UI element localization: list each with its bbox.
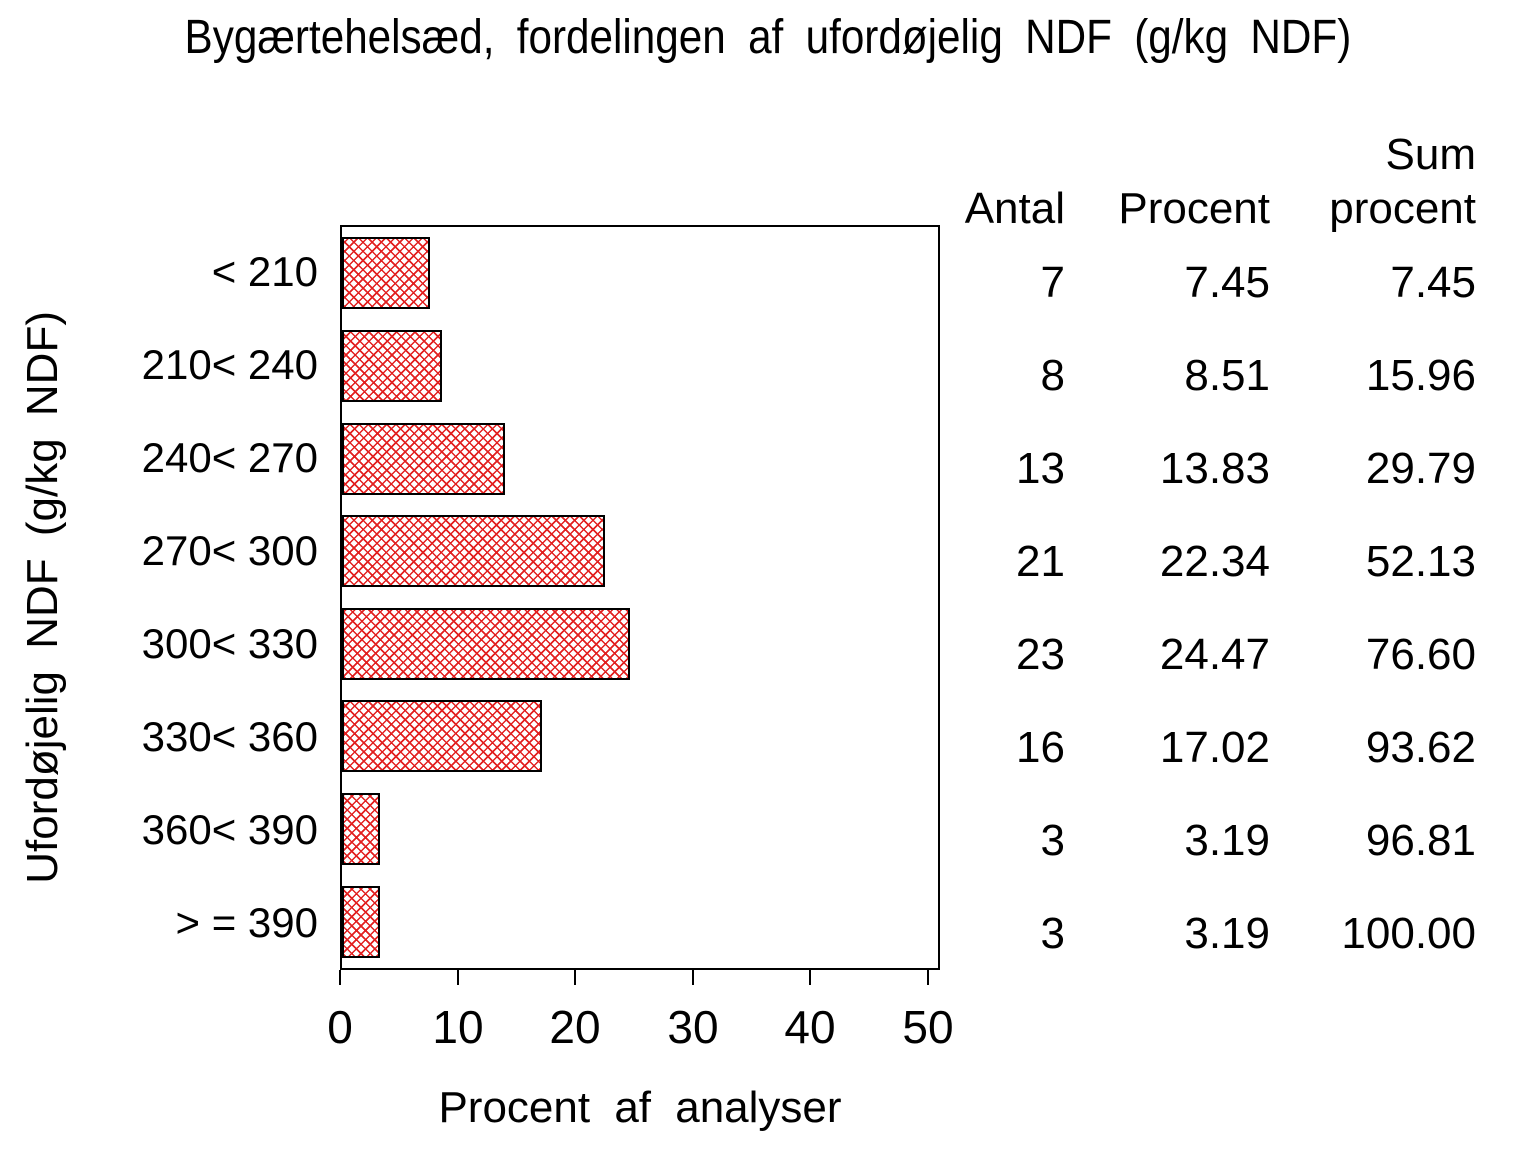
y-axis-category-labels: < 210 210< 240 240< 270 270< 300 300< 33… — [0, 225, 318, 970]
bar — [342, 237, 430, 310]
sum-value: 100.00 — [1341, 909, 1476, 959]
bar-slot — [342, 598, 938, 691]
x-axis-tick — [692, 970, 694, 985]
category-label: > = 390 — [175, 899, 318, 947]
table-row: 16 17.02 93.62 — [945, 702, 1476, 795]
category-label: 330< 360 — [141, 713, 318, 761]
category-label: 270< 300 — [141, 526, 318, 574]
procent-value: 24.47 — [1159, 630, 1270, 680]
sum-value: 52.13 — [1365, 536, 1476, 586]
table-header-sum-line2: procent — [1329, 184, 1476, 233]
table-header-sum-line1: Sum — [1385, 130, 1476, 179]
procent-value: 8.51 — [1184, 350, 1270, 400]
x-axis-tick-label: 10 — [432, 1001, 484, 1053]
sum-value: 96.81 — [1365, 816, 1476, 866]
sum-value: 93.62 — [1365, 723, 1476, 773]
table-header: Sum Antal Procent procent — [945, 126, 1476, 234]
bar-slot — [342, 505, 938, 598]
bar-slot — [342, 412, 938, 505]
table-header-row-2: Antal Procent procent — [945, 180, 1476, 234]
plot-area — [340, 225, 940, 970]
antal-value: 8 — [1040, 350, 1065, 400]
procent-value: 22.34 — [1159, 536, 1270, 586]
table-header-procent: Procent — [1118, 184, 1270, 233]
antal-value: 13 — [1016, 443, 1065, 493]
category-label: < 210 — [211, 247, 318, 295]
table-body: 7 7.45 7.45 8 8.51 15.96 13 13.83 29.79 … — [945, 236, 1476, 981]
procent-value: 3.19 — [1184, 816, 1270, 866]
x-axis-tick — [339, 970, 341, 985]
table-row: 13 13.83 29.79 — [945, 422, 1476, 515]
bar-slot — [342, 227, 938, 320]
bar — [342, 700, 543, 773]
sum-value: 7.45 — [1390, 257, 1476, 307]
x-axis-tick — [574, 970, 576, 985]
category-label: 360< 390 — [141, 806, 318, 854]
x-axis-tick-label: 30 — [667, 1001, 719, 1053]
antal-value: 23 — [1016, 630, 1065, 680]
procent-value: 13.83 — [1159, 443, 1270, 493]
x-axis-tick-label: 0 — [327, 1001, 353, 1053]
x-axis-tick — [809, 970, 811, 985]
sum-value: 29.79 — [1365, 443, 1476, 493]
antal-value: 16 — [1016, 723, 1065, 773]
x-axis-tick-label: 50 — [902, 1001, 954, 1053]
antal-value: 7 — [1040, 257, 1065, 307]
bar — [342, 793, 380, 866]
sum-value: 15.96 — [1365, 350, 1476, 400]
sum-value: 76.60 — [1365, 630, 1476, 680]
category-label: 300< 330 — [141, 620, 318, 668]
antal-value: 3 — [1040, 816, 1065, 866]
bar — [342, 515, 605, 588]
x-axis-tick — [457, 970, 459, 985]
procent-value: 17.02 — [1159, 723, 1270, 773]
table-row: 7 7.45 7.45 — [945, 236, 1476, 329]
category-label: 240< 270 — [141, 433, 318, 481]
bar-slot — [342, 783, 938, 876]
table-row: 8 8.51 15.96 — [945, 329, 1476, 422]
table-row: 3 3.19 100.00 — [945, 888, 1476, 981]
category-label: 210< 240 — [141, 340, 318, 388]
table-header-antal: Antal — [964, 184, 1065, 233]
table-row: 3 3.19 96.81 — [945, 795, 1476, 888]
bar — [342, 329, 443, 402]
antal-value: 3 — [1040, 909, 1065, 959]
chart-title: Bygærtehelsæd, fordelingen af ufordøjeli… — [0, 10, 1536, 65]
table-header-row-1: Sum — [945, 126, 1476, 180]
chart-title-text: Bygærtehelsæd, fordelingen af ufordøjeli… — [184, 11, 1352, 64]
procent-value: 3.19 — [1184, 909, 1270, 959]
antal-value: 21 — [1016, 536, 1065, 586]
bar-slot — [342, 875, 938, 968]
bar — [342, 422, 505, 495]
x-axis-tick-label: 20 — [549, 1001, 601, 1053]
bar-slot — [342, 690, 938, 783]
x-axis-tick — [927, 970, 929, 985]
bar — [342, 885, 380, 958]
table-row: 21 22.34 52.13 — [945, 515, 1476, 608]
bar-slot — [342, 320, 938, 413]
bar — [342, 607, 630, 680]
table-row: 23 24.47 76.60 — [945, 609, 1476, 702]
x-axis-tick-label: 40 — [784, 1001, 836, 1053]
x-axis-title: Procent af analyser — [438, 1083, 842, 1132]
procent-value: 7.45 — [1184, 257, 1270, 307]
